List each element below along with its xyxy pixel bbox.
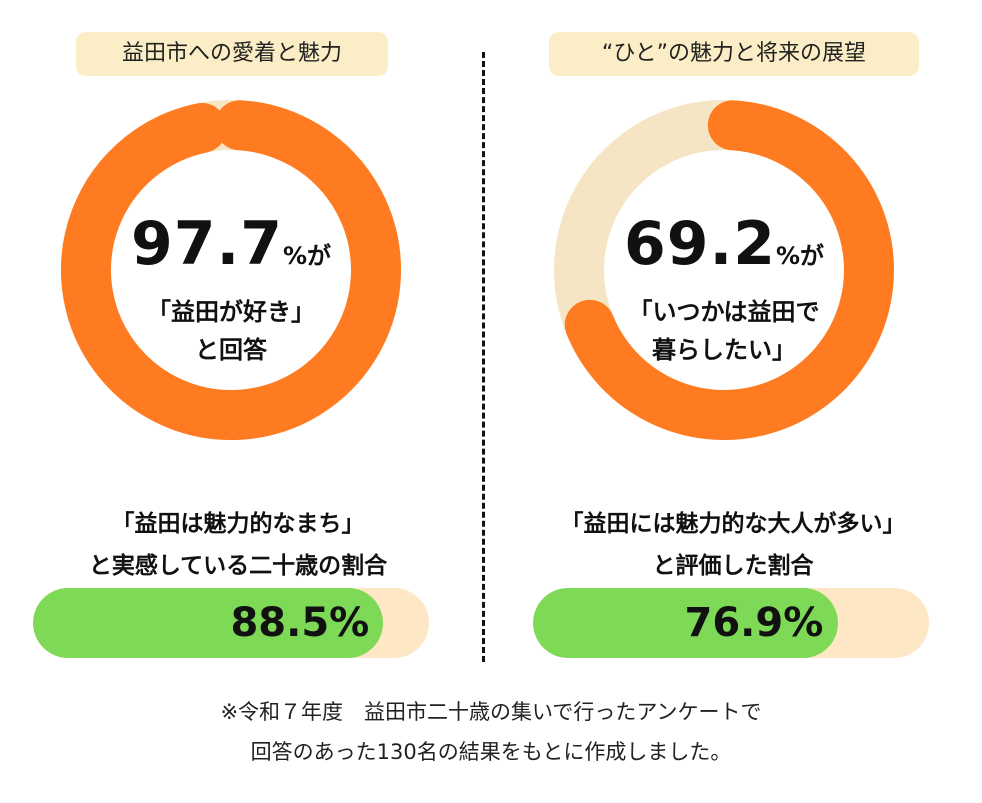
footnote-line-2: 回答のあった130名の結果をもとに作成しました。 xyxy=(250,740,732,764)
progress-bar-right: 76.9% xyxy=(533,588,929,658)
donut-label-left-1: 「益田が好き」 xyxy=(147,298,315,326)
progress-bar-left: 88.5% xyxy=(33,588,429,658)
donut-center-right: 69.2%が 「いつかは益田で 暮らしたい」 xyxy=(574,208,874,368)
bar-caption-right-2: と評価した割合 xyxy=(652,553,814,579)
donut-label-right-1: 「いつかは益田で xyxy=(628,298,820,326)
donut-chart-left xyxy=(61,100,401,440)
donut-value-left: 97.7%が xyxy=(81,208,381,292)
donut-label-right-2: 暮らしたい」 xyxy=(652,336,796,364)
donut-number-right: 69.2 xyxy=(623,209,776,279)
donut-arc-right xyxy=(564,100,894,440)
section-tag-right: “ひと”の魅力と将来の展望 xyxy=(549,32,919,76)
bar-caption-left-2: と実感している二十歳の割合 xyxy=(88,553,388,579)
donut-arc-left xyxy=(61,100,401,440)
donut-label-left-2: と回答 xyxy=(195,336,267,364)
progress-fill-right xyxy=(533,588,838,658)
donut-unit-left: %が xyxy=(283,242,332,270)
donut-value-right: 69.2%が xyxy=(574,208,874,292)
bar-caption-right-1: 「益田には魅力的な大人が多い」 xyxy=(560,511,906,537)
donut-chart-right xyxy=(554,100,894,440)
footnote-line-1: ※令和７年度 益田市二十歳の集いで行ったアンケートで xyxy=(220,700,762,724)
dashed-divider xyxy=(482,52,485,662)
donut-unit-right: %が xyxy=(776,242,825,270)
progress-fill-left xyxy=(33,588,384,658)
donut-center-left: 97.7%が 「益田が好き」 と回答 xyxy=(81,208,381,368)
progress-label-right: 76.9% xyxy=(684,600,824,646)
progress-label-left: 88.5% xyxy=(230,600,370,646)
donut-number-left: 97.7 xyxy=(130,209,283,279)
section-tag-left: 益田市への愛着と魅力 xyxy=(76,32,388,76)
bar-caption-right: 「益田には魅力的な大人が多い」 と評価した割合 xyxy=(503,503,963,587)
bar-caption-left: 「益田は魅力的なまち」 と実感している二十歳の割合 xyxy=(8,503,468,587)
footnote: ※令和７年度 益田市二十歳の集いで行ったアンケートで 回答のあった130名の結果… xyxy=(0,692,982,772)
bar-caption-left-1: 「益田は魅力的なまち」 xyxy=(111,511,365,537)
